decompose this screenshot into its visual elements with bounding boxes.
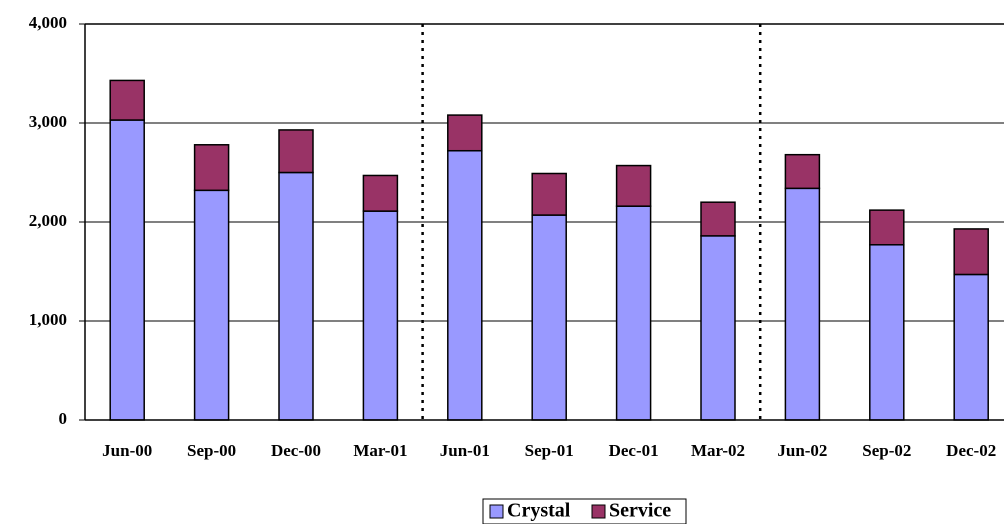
bar-segment	[784, 153, 821, 190]
bar-segment	[193, 189, 230, 421]
bar-segment	[531, 214, 567, 421]
x-tick-label: Dec-01	[609, 441, 659, 460]
bar-segment	[700, 201, 736, 237]
bar-segment	[278, 129, 314, 174]
legend-swatch	[489, 504, 504, 519]
bar-segment	[278, 171, 314, 421]
legend-label: Crystal	[507, 500, 571, 522]
bar-segment	[447, 149, 483, 421]
y-tick-label: 4,000	[29, 13, 67, 32]
y-tick-label: 3,000	[29, 112, 67, 131]
bar-segment	[953, 273, 989, 421]
legend-label: Service	[609, 500, 671, 522]
x-tick-label: Jun-02	[777, 441, 827, 460]
x-tick-label: Dec-00	[271, 441, 321, 460]
x-tick-label: Jun-00	[102, 441, 152, 460]
x-tick-label: Sep-02	[862, 441, 911, 460]
x-tick-label: Mar-01	[353, 441, 407, 460]
bar-segment	[109, 119, 145, 421]
bar-segment	[869, 209, 905, 246]
x-tick-label: Mar-02	[691, 441, 745, 460]
y-tick-label: 1,000	[29, 310, 67, 329]
bar-segment	[784, 187, 821, 421]
y-tick-label: 2,000	[29, 211, 67, 230]
bar-segment	[362, 210, 399, 421]
bar-segment	[869, 244, 905, 421]
y-tick-label: 0	[59, 409, 68, 428]
x-tick-label: Jun-01	[440, 441, 490, 460]
bar-segment	[362, 174, 399, 212]
x-tick-label: Dec-02	[946, 441, 996, 460]
legend	[482, 498, 687, 524]
bar-segment	[531, 172, 567, 216]
bar-segment	[700, 235, 736, 421]
bar-segment	[615, 205, 652, 421]
bar-segment	[953, 228, 989, 276]
x-tick-label: Sep-00	[187, 441, 236, 460]
bar-segment	[193, 144, 230, 192]
bar-segment	[447, 114, 483, 152]
bar-segment	[109, 79, 145, 121]
legend-swatch	[591, 504, 606, 519]
x-tick-label: Sep-01	[525, 441, 574, 460]
bar-segment	[615, 164, 652, 207]
